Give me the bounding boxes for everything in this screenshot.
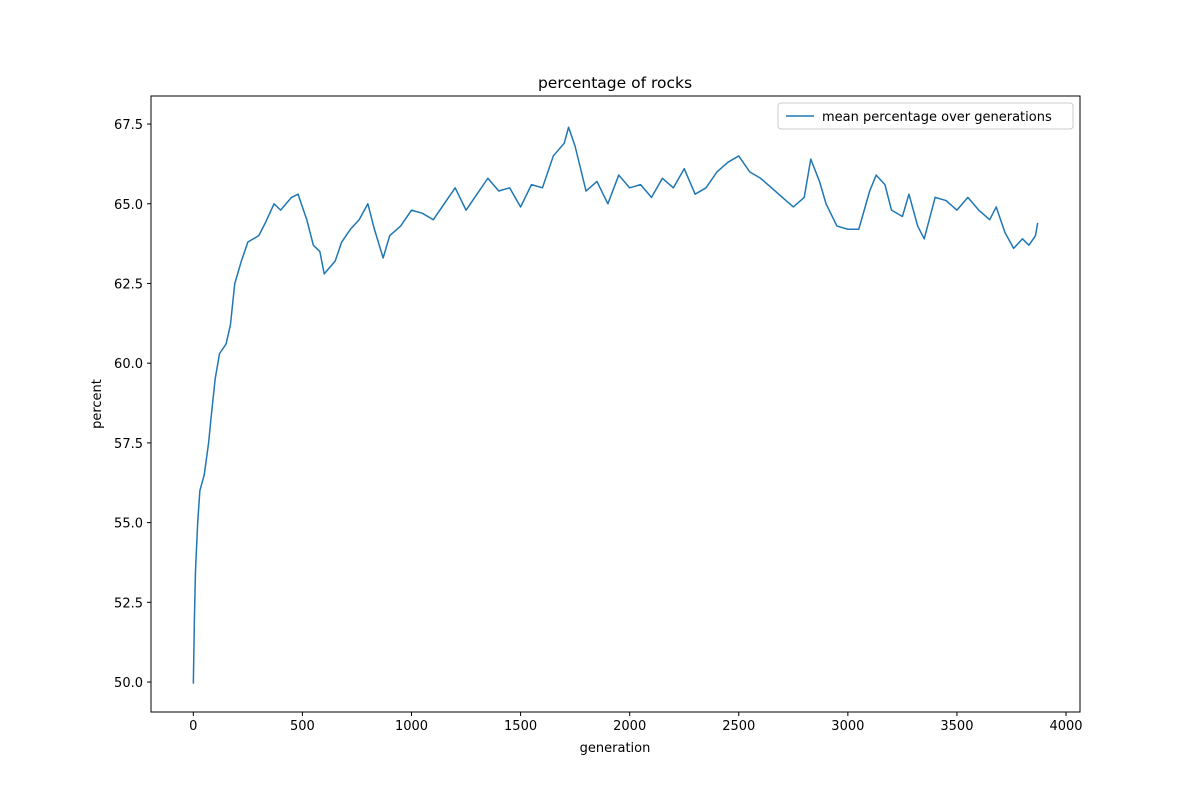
x-tick-label: 1500 [504,719,537,734]
y-tick-label: 50.0 [114,676,143,691]
chart-title: percentage of rocks [538,74,692,92]
x-axis-label: generation [580,741,651,756]
x-tick-label: 3000 [831,719,864,734]
y-tick-label: 57.5 [114,437,143,452]
y-tick-label: 67.5 [114,118,143,133]
y-tick-label: 62.5 [114,277,143,292]
y-tick-label: 52.5 [114,596,143,611]
x-tick-label: 500 [290,719,315,734]
y-tick-label: 55.0 [114,517,143,532]
legend-box [777,102,1074,130]
y-tick-label: 65.0 [114,198,143,213]
x-tick-label: 2000 [613,719,646,734]
x-tick-label: 0 [189,719,197,734]
x-tick-label: 4000 [1049,719,1082,734]
plot-frame [150,95,1081,713]
y-axis-label: percent [90,379,105,429]
x-tick-label: 3500 [940,719,973,734]
data-line [192,126,1039,684]
x-tick-label: 1000 [395,719,428,734]
y-tick-label: 60.0 [114,357,143,372]
legend-label: mean percentage over generations [822,110,1052,125]
x-tick-label: 2500 [722,719,755,734]
